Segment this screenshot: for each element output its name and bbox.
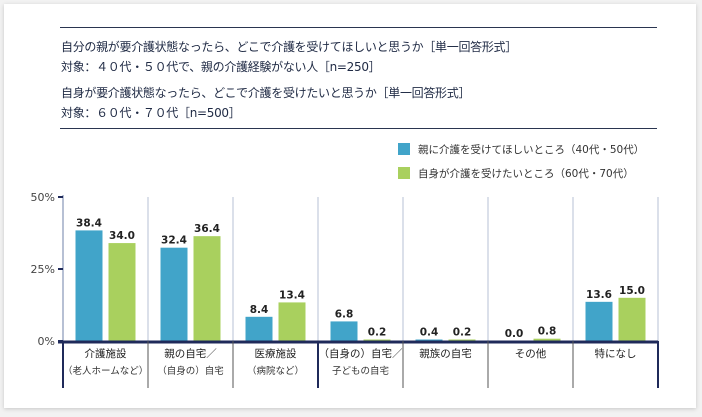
category-label-sub: （自身の）自宅 <box>157 366 224 377</box>
bar-series-2 <box>533 338 561 341</box>
y-tick-label: 50% <box>31 191 55 204</box>
category-label: 医療施設 （病院など） <box>233 346 318 380</box>
data-label: 34.0 <box>109 230 135 242</box>
bar-series-1 <box>160 247 188 341</box>
category-label: 特になし <box>573 346 658 363</box>
data-label: 0.8 <box>538 326 557 338</box>
y-tick-label: 0% <box>38 335 55 348</box>
category-label-sub: （老人ホームなど） <box>63 366 149 377</box>
question-1: 自分の親が要介護状態なったら、どこで介護を受けてほしいと思うか［単一回答形式］ <box>61 40 517 54</box>
top-rule <box>60 27 657 28</box>
category-label-main: その他 <box>514 348 547 360</box>
legend-label-2: 自身が介護を受けたいところ（60代・70代） <box>418 168 634 180</box>
question-2: 自身が要介護状態なったら、どこで介護を受けたいと思うか［単一回答形式］ <box>61 86 471 100</box>
y-tick-label: 25% <box>31 263 55 276</box>
bar-series-1 <box>245 316 273 341</box>
data-label: 32.4 <box>161 235 187 247</box>
bar-series-1 <box>415 339 443 341</box>
category-label: （自身の）自宅／ 子どもの自宅 <box>318 346 403 380</box>
data-label: 0.4 <box>420 327 439 339</box>
category-label-main: 医療施設 <box>254 348 297 360</box>
category-label-sub: 子どもの自宅 <box>331 366 389 377</box>
data-label: 6.8 <box>335 308 354 320</box>
legend-item-series-2: 自身が介護を受けたいところ（60代・70代） <box>398 166 634 181</box>
bar-series-2 <box>278 302 306 341</box>
target-2: 対象：６０代・７０代［n=500］ <box>61 106 241 120</box>
category-label-main: 親族の自宅 <box>419 348 472 360</box>
bar-series-1 <box>75 230 103 341</box>
data-label: 0.2 <box>453 327 472 339</box>
data-label: 15.0 <box>619 285 645 297</box>
data-label: 13.6 <box>586 289 612 301</box>
legend-swatch-blue <box>398 143 410 155</box>
category-label-main: 親の自宅／ <box>164 348 217 360</box>
bar-series-1 <box>585 301 613 341</box>
bar-series-2 <box>363 339 391 341</box>
data-label: 8.4 <box>250 304 269 316</box>
bar-series-1 <box>330 321 358 341</box>
category-label-sub: （病院など） <box>246 366 304 377</box>
bar-series-2 <box>108 243 136 341</box>
bar-series-2 <box>618 297 646 341</box>
data-label: 36.4 <box>194 223 220 235</box>
bar-series-2 <box>448 339 476 341</box>
category-label: その他 <box>488 346 573 363</box>
category-label-main: 介護施設 <box>84 348 127 360</box>
bottom-rule <box>60 128 657 129</box>
category-label: 親の自宅／ （自身の）自宅 <box>148 346 233 380</box>
data-label: 38.4 <box>76 217 102 229</box>
bar-series-2 <box>193 236 221 341</box>
legend-item-series-1: 親に介護を受けてほしいところ（40代・50代） <box>398 142 644 157</box>
legend-label-1: 親に介護を受けてほしいところ（40代・50代） <box>418 144 645 156</box>
data-label: 13.4 <box>279 289 305 301</box>
legend-swatch-green <box>398 167 410 179</box>
category-label: 介護施設 （老人ホームなど） <box>63 346 148 380</box>
data-label: 0.2 <box>368 327 387 339</box>
category-label-main: （自身の）自宅／ <box>318 348 403 360</box>
target-1: 対象：４０代・５０代で、親の介護経験がない人［n=250］ <box>61 60 381 74</box>
data-label: 0.0 <box>505 328 524 340</box>
category-label: 親族の自宅 <box>403 346 488 363</box>
category-label-main: 特になし <box>594 348 637 360</box>
